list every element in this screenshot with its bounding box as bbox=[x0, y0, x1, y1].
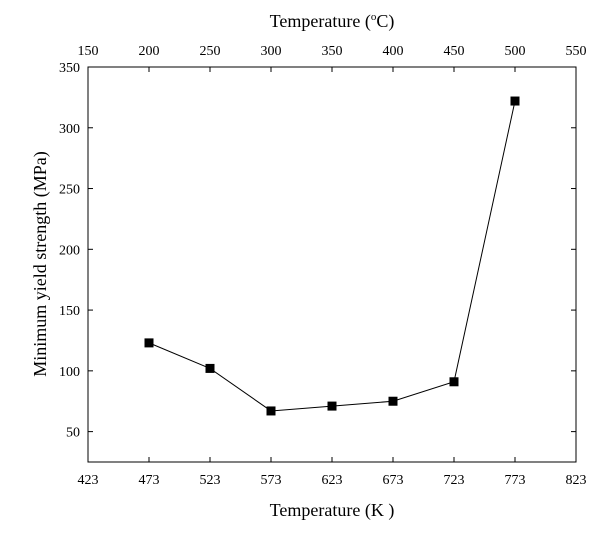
x2-tick-label: 450 bbox=[444, 44, 465, 59]
axis-ticks bbox=[87, 66, 577, 462]
data-point bbox=[266, 406, 276, 416]
data-point bbox=[205, 363, 215, 373]
x-tick-label: 623 bbox=[322, 473, 343, 488]
tick-labels: 423 150 473 200 523 250 573 300 623 350 673 400 723 4… bbox=[59, 44, 587, 488]
x2-tick-label: 250 bbox=[200, 44, 221, 59]
y-tick-label: 150 bbox=[59, 304, 80, 319]
y-tick-label: 50 bbox=[66, 426, 80, 441]
x-tick-label: 423 bbox=[78, 473, 99, 488]
y-tick-label: 300 bbox=[59, 122, 80, 137]
data-point bbox=[144, 338, 154, 348]
x2-tick-label: 550 bbox=[566, 44, 587, 59]
x-tick-label: 573 bbox=[261, 473, 282, 488]
x-tick-label: 823 bbox=[566, 473, 587, 488]
data-point bbox=[327, 401, 337, 411]
y-tick-label: 250 bbox=[59, 183, 80, 198]
x2-axis-title: Temperature (oC) bbox=[270, 11, 395, 32]
data-point bbox=[388, 396, 398, 406]
data-point bbox=[449, 377, 459, 387]
x-axis-title: Temperature (K ) bbox=[270, 500, 395, 521]
y-tick-label: 100 bbox=[59, 365, 80, 380]
x-tick-label: 673 bbox=[383, 473, 404, 488]
x-tick-label: 473 bbox=[139, 473, 160, 488]
data-markers bbox=[144, 96, 520, 416]
y-tick-label: 200 bbox=[59, 243, 80, 258]
data-point bbox=[510, 96, 520, 106]
x2-tick-label: 300 bbox=[261, 44, 282, 59]
x2-tick-label: 500 bbox=[505, 44, 526, 59]
y-axis-title: Minimum yield strength (MPa) bbox=[30, 151, 51, 376]
series-line bbox=[148, 100, 516, 412]
x-tick-label: 523 bbox=[200, 473, 221, 488]
x2-tick-label: 150 bbox=[78, 44, 99, 59]
y-tick-label: 350 bbox=[59, 61, 80, 76]
x2-tick-label: 200 bbox=[139, 44, 160, 59]
x-tick-label: 723 bbox=[444, 473, 465, 488]
x2-tick-label: 350 bbox=[322, 44, 343, 59]
x-tick-label: 773 bbox=[505, 473, 526, 488]
x2-tick-label: 400 bbox=[383, 44, 404, 59]
